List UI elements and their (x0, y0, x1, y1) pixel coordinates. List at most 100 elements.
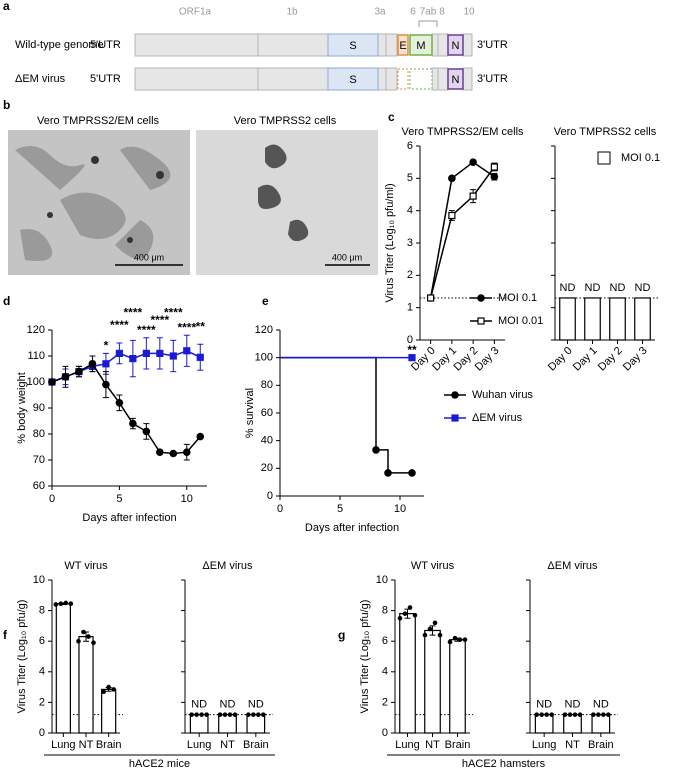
utr-label: 3'UTR (477, 73, 508, 85)
bar (246, 714, 266, 734)
y-tick-label: 4 (407, 205, 413, 217)
gene-box (437, 67, 449, 91)
cell (47, 212, 53, 218)
gene-e (397, 34, 409, 56)
cell-cluster (15, 146, 171, 261)
data-point (402, 611, 408, 616)
panel-letter: b (3, 98, 10, 112)
x-tick-label: 10 (394, 503, 406, 515)
bar (101, 688, 117, 734)
data-point (412, 612, 418, 618)
cell (91, 156, 99, 164)
gene-name: S (349, 40, 356, 52)
marker (115, 349, 123, 357)
gene-box (385, 67, 398, 91)
marker (408, 469, 416, 477)
chart-title: WT virus (411, 560, 455, 572)
data-point (544, 712, 549, 717)
annotation: ND (565, 699, 581, 711)
marker (129, 419, 137, 428)
marker (448, 211, 456, 220)
y-tick-label: 90 (33, 402, 45, 414)
y-tick-label: 0 (267, 490, 273, 502)
data-point (432, 620, 438, 626)
data-point (76, 638, 81, 644)
utr-label: 5'UTR (90, 73, 121, 85)
x-tick-label: Brain (96, 739, 122, 751)
significance: **** (177, 320, 196, 334)
data-point (232, 712, 238, 717)
marker (142, 427, 151, 436)
x-tick-label: NT (220, 739, 235, 751)
y-tick-label: 10 (376, 574, 388, 586)
marker (48, 378, 56, 386)
marker (169, 449, 178, 458)
annotation: ND (610, 282, 626, 294)
data-point (106, 684, 111, 690)
gene-name: N (452, 74, 460, 86)
chart-title: Vero TMPRSS2 cells (554, 126, 657, 138)
marker (490, 172, 499, 181)
marker (156, 349, 164, 357)
y-tick-label: 40 (261, 435, 273, 447)
y-tick-label: 80 (33, 428, 45, 440)
legend-swatch (597, 151, 611, 165)
bar (559, 297, 576, 341)
bar (609, 297, 626, 341)
bar (563, 714, 582, 734)
gene-s (327, 67, 379, 91)
significance: **** (124, 306, 143, 320)
y-axis-label: % body weight (16, 372, 28, 444)
data-point (422, 632, 428, 638)
data-point (549, 712, 554, 717)
annotation: ND (585, 282, 601, 294)
data-point (601, 712, 606, 717)
significance: ** (196, 319, 206, 333)
panel-letter: f (3, 628, 8, 642)
marker (182, 448, 191, 457)
x-tick-label: Brain (243, 739, 269, 751)
panel-letter: c (388, 110, 395, 124)
x-tick-label: Day 1 (571, 345, 600, 374)
annotation: ND (593, 699, 609, 711)
marker (102, 360, 110, 368)
chart-title: WT virus (64, 560, 108, 572)
gene-box (437, 33, 449, 57)
data-point (606, 712, 611, 717)
marker (196, 432, 205, 441)
marker (102, 380, 110, 389)
gene-box (257, 67, 329, 91)
panel-letter: d (3, 294, 10, 308)
scale-label: 400 μm (332, 252, 362, 262)
group-label: hACE2 hamsters (462, 758, 546, 770)
x-tick-label: Lung (395, 739, 419, 751)
genome-diagram: ORF1a 1b 3a 6 7ab 8 10 Wild-type genome … (15, 7, 508, 91)
y-tick-label: 0 (39, 727, 45, 739)
data-point (567, 712, 573, 717)
data-point (256, 712, 261, 717)
x-tick-label: 5 (116, 493, 122, 505)
legend-label: MOI 0.1 (498, 292, 537, 304)
x-tick-label: Lung (187, 739, 211, 751)
gene-n (447, 68, 464, 90)
micrograph: 400 μm (196, 130, 378, 275)
data-point (227, 712, 233, 717)
x-tick-label: NT (425, 739, 440, 751)
annotation: ND (560, 282, 576, 294)
significance: **** (150, 313, 169, 327)
panel-letter: a (3, 0, 10, 13)
data-point (91, 640, 96, 646)
x-tick-label: Day 0 (546, 345, 575, 374)
annotation: ND (536, 699, 552, 711)
data-point (217, 712, 223, 717)
bar (189, 714, 209, 734)
data-point (572, 712, 578, 717)
y-tick-label: 2 (382, 696, 388, 708)
x-tick-label: 0 (277, 503, 283, 515)
bar (584, 297, 601, 341)
y-tick-label: 3 (407, 237, 413, 249)
data-point (261, 712, 266, 717)
data-point (194, 712, 199, 717)
gene-name: M (416, 40, 425, 52)
gene-name: N (452, 40, 460, 52)
